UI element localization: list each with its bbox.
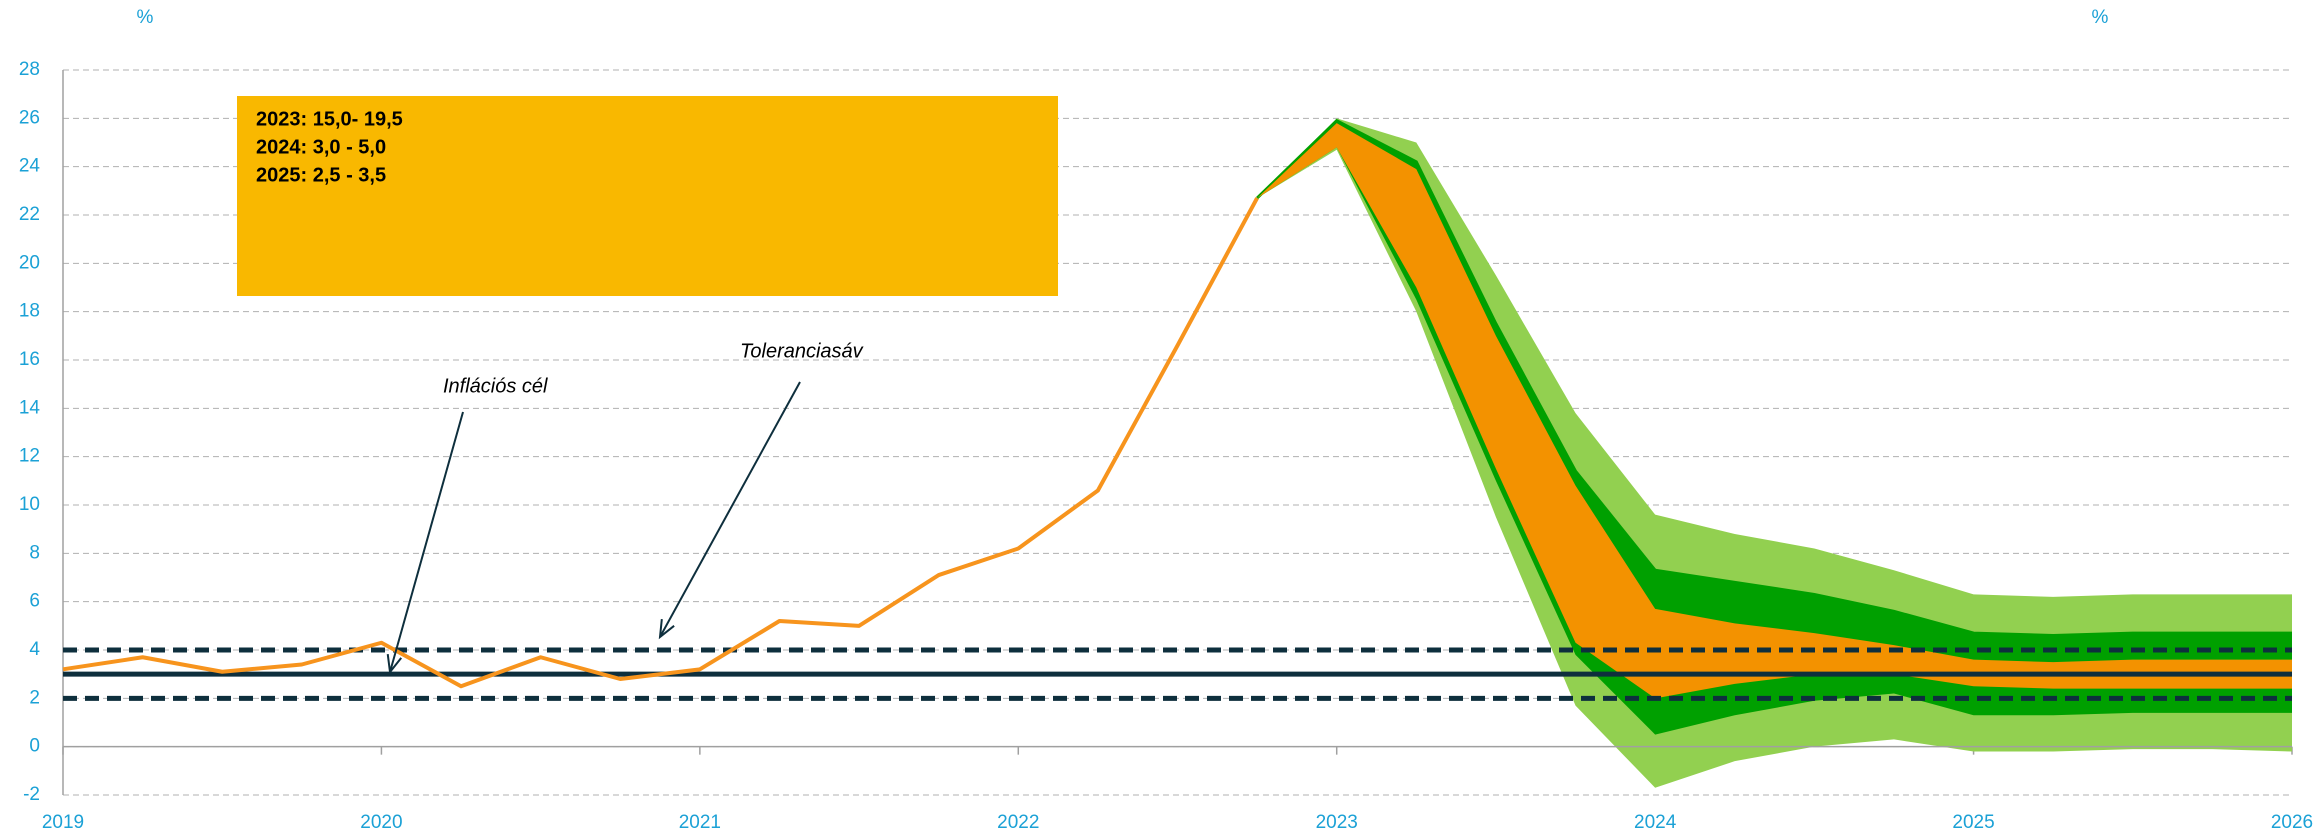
y-tick-label: 2 bbox=[29, 687, 40, 708]
y-tick-label: 22 bbox=[19, 204, 40, 225]
annotation-arrow bbox=[389, 411, 464, 673]
x-tick-label: 2023 bbox=[1316, 812, 1358, 833]
x-tick-label: 2019 bbox=[42, 812, 84, 833]
x-tick-label: 2026 bbox=[2271, 812, 2313, 833]
y-tick-label: -2 bbox=[23, 784, 40, 805]
y-tick-label: 10 bbox=[19, 494, 40, 515]
x-tick-label: 2025 bbox=[1952, 812, 1994, 833]
arrow-head bbox=[386, 654, 403, 675]
line bbox=[62, 197, 1259, 689]
y-tick-label: 12 bbox=[19, 446, 40, 467]
y-tick-label: 16 bbox=[19, 349, 40, 370]
annotation: Inflációs cél bbox=[443, 375, 548, 397]
y-tick-label: 6 bbox=[29, 591, 40, 612]
y-tick-label: 8 bbox=[29, 542, 40, 563]
y-tick-label: 18 bbox=[19, 301, 40, 322]
y-tick-label: 26 bbox=[19, 107, 40, 128]
y-tick-label: 24 bbox=[19, 156, 41, 177]
box-line: 2024: 3,0 - 5,0 bbox=[256, 136, 386, 158]
box-line: 2025: 2,5 - 3,5 bbox=[256, 164, 386, 186]
y-tick-label: 14 bbox=[19, 397, 41, 418]
x-tick-label: 2022 bbox=[997, 812, 1039, 833]
fan-edge bbox=[1256, 118, 2292, 638]
y-unit-right: % bbox=[2092, 7, 2109, 28]
x-tick-label: 2024 bbox=[1634, 812, 1677, 833]
y-tick-label: 4 bbox=[29, 639, 40, 660]
annotation-arrow bbox=[659, 381, 801, 638]
annotation: Toleranciasáv bbox=[740, 340, 864, 362]
box-line: 2023: 15,0- 19,5 bbox=[256, 108, 403, 130]
x-tick-label: 2020 bbox=[360, 812, 402, 833]
y-tick-label: 0 bbox=[29, 736, 40, 757]
y-tick-label: 28 bbox=[19, 59, 40, 80]
fan-band bbox=[1257, 123, 2292, 699]
y-unit-left: % bbox=[137, 7, 154, 28]
arrow-head bbox=[658, 618, 675, 640]
info-box bbox=[237, 96, 1058, 296]
x-tick-label: 2021 bbox=[679, 812, 721, 833]
fan-band bbox=[1257, 118, 2292, 788]
y-tick-label: 20 bbox=[19, 252, 40, 273]
